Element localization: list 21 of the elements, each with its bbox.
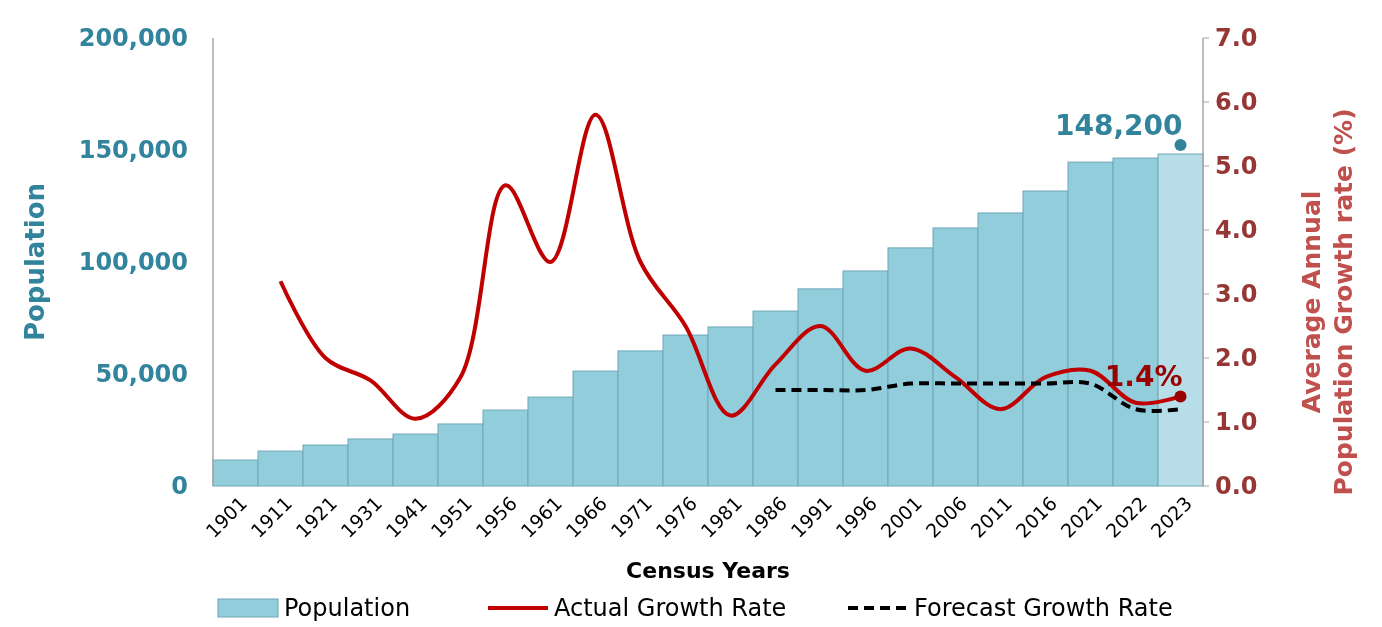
- legend-label: Population: [284, 594, 411, 623]
- y-tick-label: 150,000: [78, 136, 188, 165]
- y-tick-label: 100,000: [78, 248, 188, 277]
- legend-label: Forecast Growth Rate: [914, 594, 1173, 623]
- y2-tick-label: 3.0: [1215, 280, 1258, 309]
- legend-label: Actual Growth Rate: [554, 594, 787, 623]
- y2-axis-title: Average Annual Population Growth rate (%): [1297, 108, 1358, 496]
- annotation: 148,200: [1054, 109, 1183, 143]
- y2-tick-label: 1.0: [1215, 408, 1258, 437]
- y2-tick-label: 2.0: [1215, 344, 1258, 373]
- y-tick-label: 50,000: [95, 360, 188, 389]
- y-tick-label: 200,000: [78, 24, 188, 53]
- y-axis-title: Population: [20, 182, 50, 342]
- y2-tick-label: 6.0: [1215, 88, 1258, 117]
- x-axis-title: Census Years: [626, 558, 790, 583]
- y2-tick-label: 4.0: [1215, 216, 1258, 245]
- y-tick-label: 0: [171, 472, 188, 501]
- y2-tick-label: 0.0: [1215, 472, 1258, 501]
- annotation: 1.4%: [1104, 360, 1183, 394]
- y2-tick-label: 7.0: [1215, 24, 1258, 53]
- y2-tick-label: 5.0: [1215, 152, 1258, 181]
